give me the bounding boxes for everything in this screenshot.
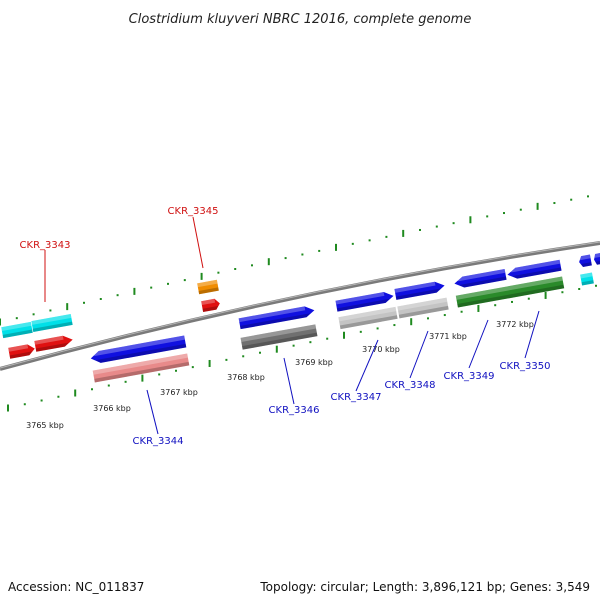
kbp-label: 3772 kbp (496, 320, 534, 329)
gene-cyan (31, 314, 73, 332)
gene-cyan (1, 321, 33, 339)
kbp-label: 3768 kbp (227, 373, 265, 382)
kbp-label: 3770 kbp (362, 345, 400, 354)
callout-line (409, 330, 429, 379)
gene-label-ckr-3348[interactable]: CKR_3348 (385, 380, 436, 391)
gene-edge (593, 253, 600, 265)
kbp-label: 3765 kbp (26, 421, 64, 430)
callout-line (146, 389, 159, 435)
gene-ckr-3350-cds (506, 259, 562, 279)
gene-edge (578, 254, 592, 267)
gene-ckr-3349-cds (453, 268, 507, 288)
gene-ckr-3346 (240, 324, 318, 350)
callout-line (283, 357, 295, 405)
gene-label-ckr-3344[interactable]: CKR_3344 (133, 436, 184, 447)
callout-line (355, 339, 379, 392)
gene-edge-cyan (580, 272, 594, 286)
kbp-label: 3769 kbp (295, 358, 333, 367)
gene-ckr-3347-cds (335, 292, 394, 312)
accession-label: Accession: NC_011837 (8, 580, 145, 594)
gene-callouts: CKR_3343 CKR_3345 CKR_3344 CKR_3346 CKR_… (20, 206, 551, 447)
gene-ckr-3345 (197, 279, 219, 295)
genome-summary: Topology: circular; Length: 3,896,121 bp… (260, 580, 590, 594)
gene-label-ckr-3343[interactable]: CKR_3343 (20, 240, 71, 251)
gene-label-ckr-3345[interactable]: CKR_3345 (168, 206, 219, 217)
gene-ckr-3349 (455, 276, 565, 308)
kbp-labels: 3765 kbp 3766 kbp 3767 kbp 3768 kbp 3769… (26, 320, 534, 430)
kbp-label: 3767 kbp (160, 388, 198, 397)
map-title: Clostridium kluyveri NBRC 12016, complet… (129, 12, 472, 27)
kbp-label: 3766 kbp (93, 404, 131, 413)
gene-label-ckr-3349[interactable]: CKR_3349 (444, 371, 495, 382)
gene-ckr-3348 (397, 297, 449, 319)
genome-backbone (0, 241, 600, 371)
gene-ckr-3347 (338, 306, 398, 330)
gene-label-ckr-3350[interactable]: CKR_3350 (500, 361, 551, 372)
tick-track-outer (0, 195, 589, 326)
gene-features (1, 253, 600, 383)
callout-line (192, 216, 204, 269)
gene-ckr-3343 (8, 344, 35, 359)
kbp-label: 3771 kbp (429, 332, 467, 341)
gene-red-small (201, 298, 220, 313)
gene-ckr-3344 (92, 353, 190, 383)
gene-ckr-3344-cds (89, 335, 187, 363)
gene-label-ckr-3347[interactable]: CKR_3347 (331, 392, 382, 403)
gene-label-ckr-3346[interactable]: CKR_3346 (269, 405, 320, 416)
gene-ckr-3346-cds (238, 306, 315, 330)
gene-ckr-3348-cds (394, 281, 445, 300)
tick-track-inner (7, 284, 597, 412)
callout-line (468, 319, 489, 369)
gene-ckr-3343b (34, 335, 73, 352)
genome-backbone-highlight (0, 241, 600, 369)
callout-line (524, 310, 540, 359)
